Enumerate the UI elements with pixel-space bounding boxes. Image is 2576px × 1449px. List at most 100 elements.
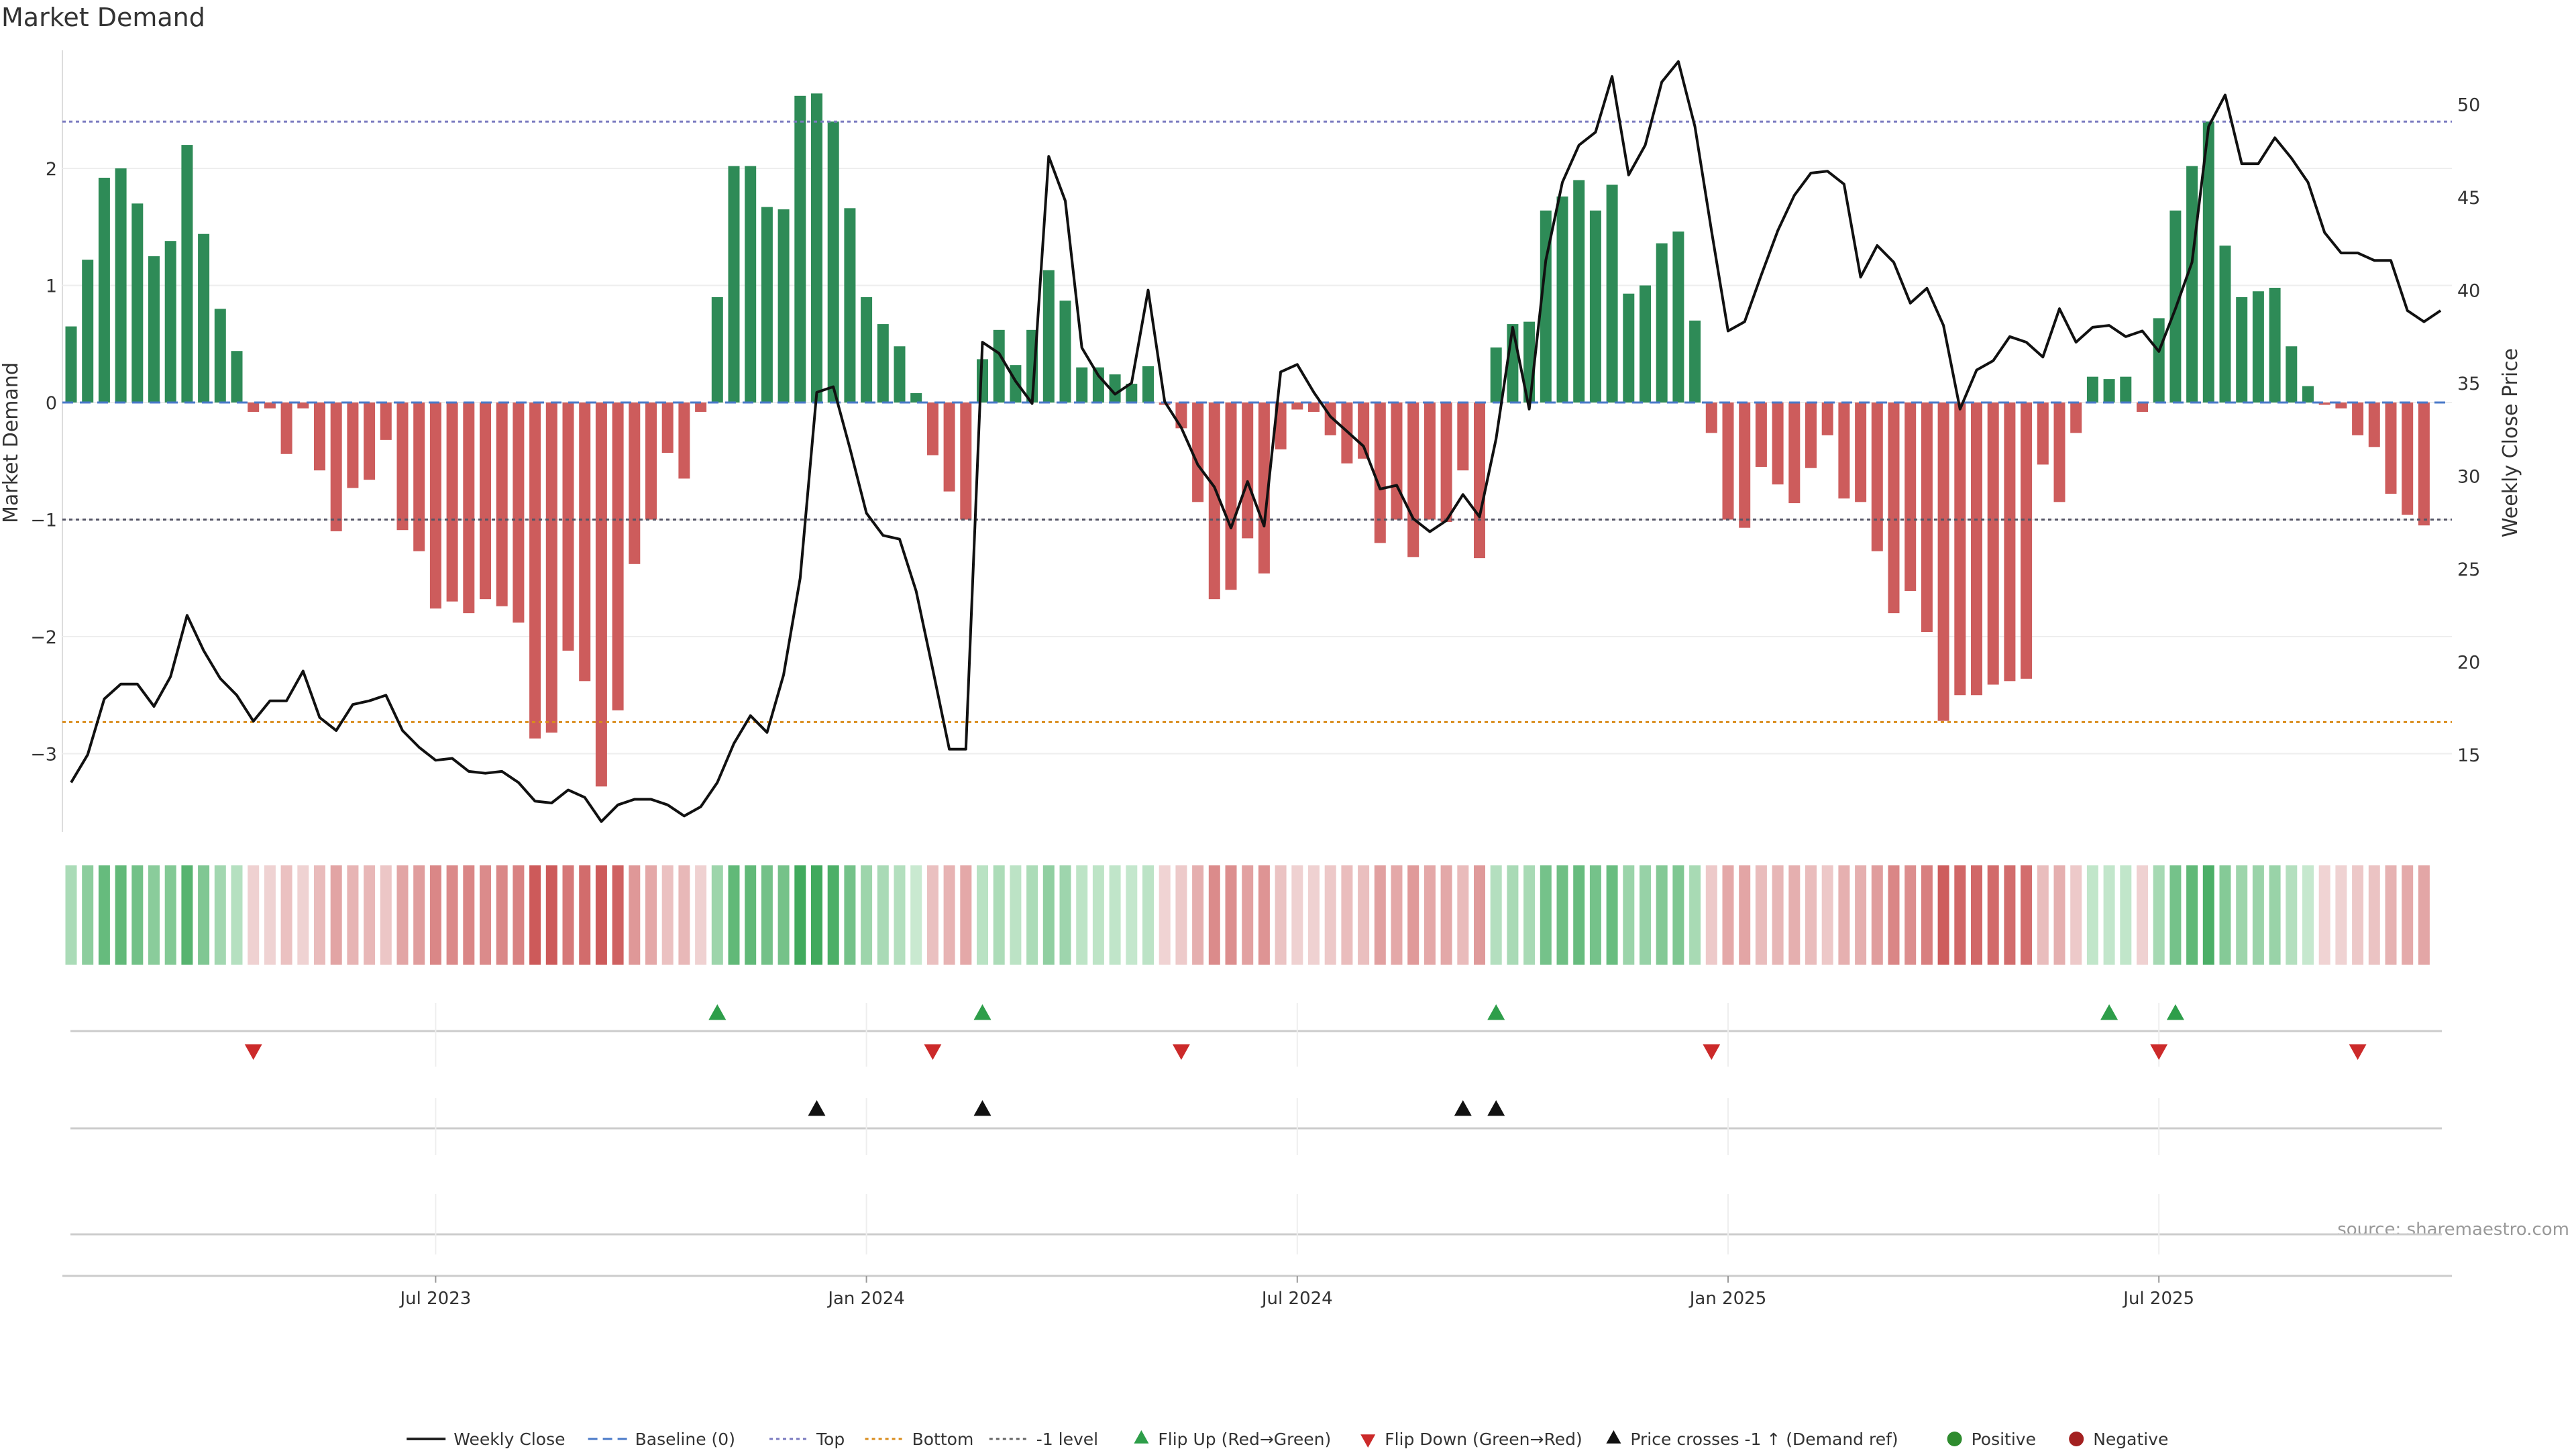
heat-strip-cell: [446, 865, 458, 965]
demand-bar-positive: [2269, 287, 2281, 402]
heat-strip-cell: [1871, 865, 1883, 965]
heat-strip-cell: [1291, 865, 1303, 965]
heat-strip-cell: [1507, 865, 1519, 965]
demand-bar-negative: [2352, 402, 2364, 435]
demand-bar-positive: [2120, 376, 2132, 402]
demand-bar-positive: [1126, 384, 1138, 402]
heat-strip-cell: [629, 865, 641, 965]
heat-strip-cell: [380, 865, 392, 965]
x-tick-label: Jan 2024: [826, 1289, 905, 1309]
demand-bar-negative: [529, 402, 541, 739]
demand-bar-negative: [429, 402, 441, 609]
heat-strip-cell: [761, 865, 773, 965]
heat-strip-cell: [231, 865, 243, 965]
demand-bar-negative: [1971, 402, 1982, 696]
heat-strip-cell: [148, 865, 160, 965]
heat-strip-cell: [2418, 865, 2430, 965]
demand-bar-positive: [1672, 231, 1684, 402]
heat-strip-cell: [1838, 865, 1850, 965]
demand-bar-positive: [2153, 318, 2165, 402]
y-left-tick-label: −3: [30, 745, 57, 765]
heat-strip-cell: [661, 865, 674, 965]
demand-bar-negative: [960, 402, 972, 520]
heat-strip-cell: [98, 865, 110, 965]
flip-up-marker: [2166, 1004, 2184, 1020]
heat-strip-cell: [811, 865, 822, 965]
y-right-tick-label: 50: [2457, 95, 2480, 116]
demand-bar-negative: [347, 402, 359, 488]
heat-strip-cell: [2219, 865, 2231, 965]
demand-bar-positive: [1556, 196, 1568, 402]
heat-strip-cell: [1672, 865, 1684, 965]
heat-strip-cell: [2086, 865, 2098, 965]
demand-bar-positive: [1656, 243, 1668, 402]
demand-bar-negative: [1755, 402, 1767, 467]
heat-strip-cell: [1457, 865, 1469, 965]
demand-bar-positive: [98, 177, 110, 402]
price-cross-marker: [808, 1100, 826, 1116]
heat-strip-cell: [1623, 865, 1635, 965]
demand-bar-negative: [1772, 402, 1784, 485]
heat-strip-cell: [1556, 865, 1568, 965]
legend-symbol: [1947, 1432, 1962, 1446]
chart-title: Market Demand: [1, 3, 205, 32]
flip-up-marker: [973, 1004, 991, 1020]
heat-strip-cell: [364, 865, 376, 965]
heat-strip-cell: [280, 865, 292, 965]
demand-bar-negative: [1855, 402, 1867, 502]
demand-bar-negative: [2053, 402, 2065, 502]
heat-strip-cell: [595, 865, 607, 965]
heat-strip-cell: [2302, 865, 2314, 965]
demand-bar-negative: [629, 402, 641, 564]
legend-label: Flip Down (Green→Red): [1385, 1430, 1582, 1449]
heat-strip-cell: [1971, 865, 1982, 965]
heat-strip-cell: [2286, 865, 2298, 965]
heat-strip-cell: [1126, 865, 1138, 965]
heat-strip-cell: [529, 865, 541, 965]
demand-bar-positive: [1142, 366, 1154, 402]
demand-bar-positive: [811, 93, 822, 402]
heat-strip-cell: [1755, 865, 1767, 965]
y-right-axis-title: Weekly Close Price: [2499, 348, 2522, 537]
demand-bar-negative: [1358, 402, 1370, 459]
demand-bar-negative: [1921, 402, 1933, 633]
demand-bar-positive: [65, 326, 77, 402]
demand-bar-negative: [612, 402, 624, 710]
heat-strip-cell: [1904, 865, 1917, 965]
heat-strip-cell: [1076, 865, 1088, 965]
demand-bar-positive: [214, 309, 226, 402]
heat-strip-cell: [1258, 865, 1270, 965]
legend-label: Flip Up (Red→Green): [1158, 1430, 1331, 1449]
demand-bar-negative: [264, 402, 276, 409]
demand-bar-positive: [2236, 297, 2248, 402]
heat-strip-cell: [164, 865, 176, 965]
heat-strip-cell: [1954, 865, 1966, 965]
heat-strip-cell: [2368, 865, 2380, 965]
demand-bar-positive: [1540, 210, 1552, 402]
heat-strip-cell: [960, 865, 972, 965]
source-label: source: sharemaestro.com: [2337, 1220, 2569, 1240]
flip-up-marker: [1487, 1004, 1505, 1020]
legend-label: Positive: [1972, 1430, 2036, 1449]
heat-strip-cell: [1739, 865, 1751, 965]
demand-bar-positive: [2186, 166, 2198, 402]
heat-strip-cell: [977, 865, 988, 965]
heat-strip-cell: [1573, 865, 1585, 965]
heat-strip-cell: [480, 865, 491, 965]
demand-bar-positive: [181, 145, 193, 402]
heat-strip-cell: [396, 865, 409, 965]
demand-bar-negative: [364, 402, 376, 480]
demand-bar-negative: [2385, 402, 2397, 494]
heat-strip-cell: [2004, 865, 2016, 965]
heat-strip-cell: [1937, 865, 1949, 965]
demand-bar-negative: [2137, 402, 2148, 412]
demand-bar-negative: [1788, 402, 1801, 504]
demand-bar-negative: [396, 402, 409, 531]
heat-strip-cell: [115, 865, 127, 965]
demand-bar-negative: [1722, 402, 1734, 520]
y-left-tick-label: 2: [46, 159, 57, 180]
heat-strip-cell: [1142, 865, 1154, 965]
flip-down-marker: [1172, 1044, 1190, 1060]
heat-strip-cell: [2186, 865, 2198, 965]
flip-down-marker: [924, 1044, 942, 1060]
